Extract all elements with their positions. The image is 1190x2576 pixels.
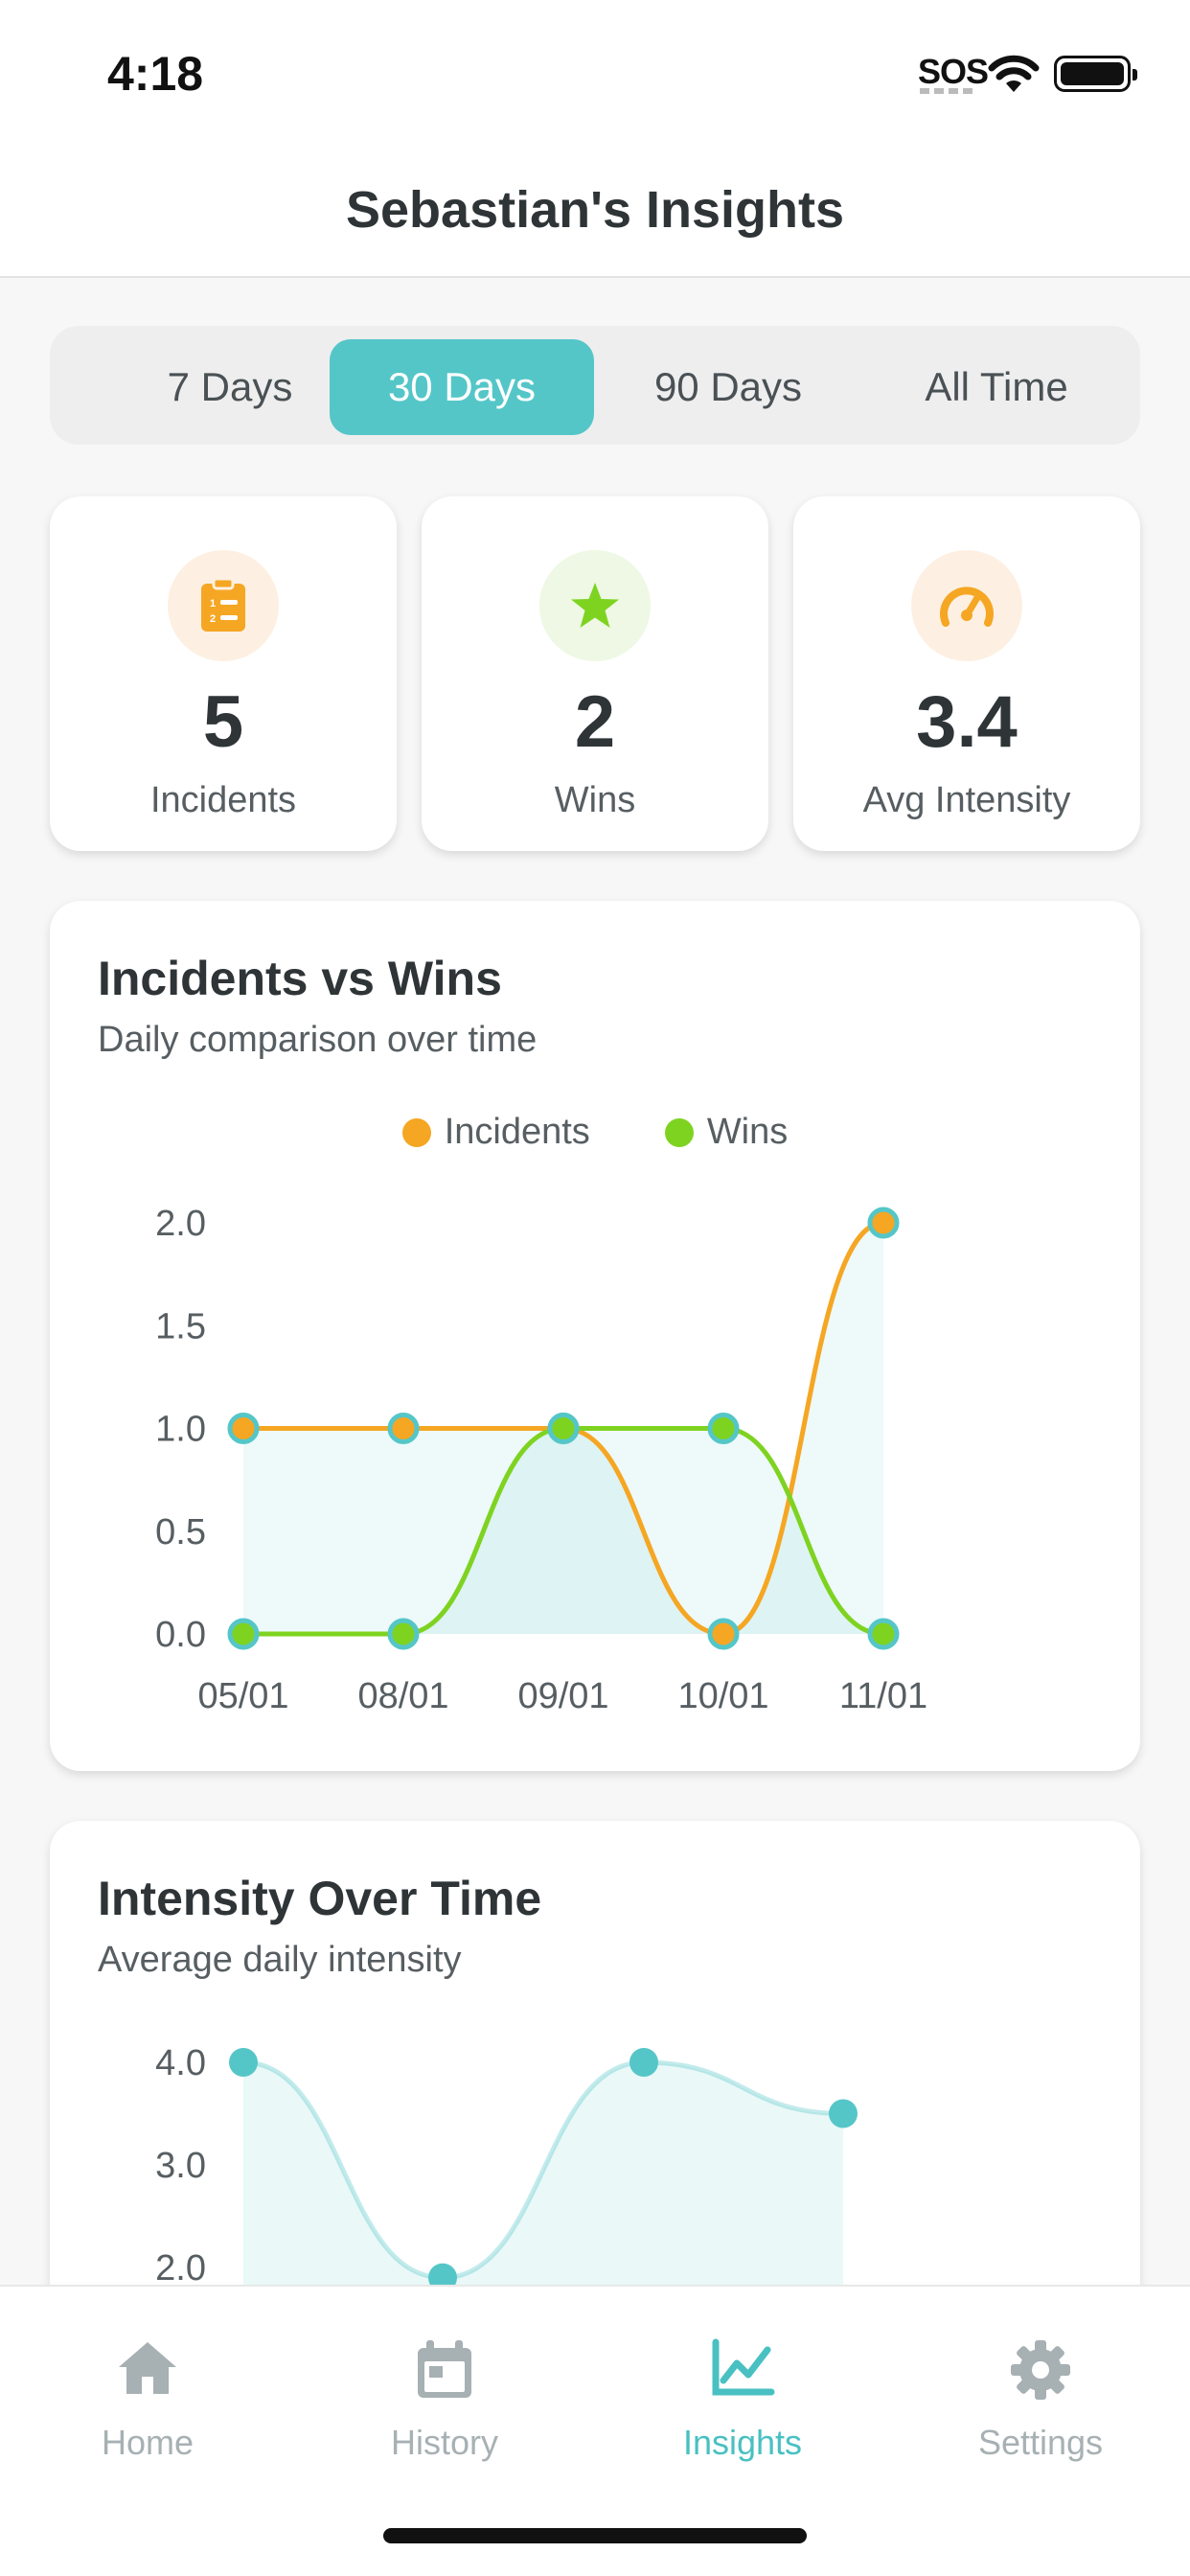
intensity-chart-title: Intensity Over Time — [98, 1872, 542, 1925]
legend-dot-incidents — [401, 1117, 431, 1147]
stat-card-avg-intensity: 3.4 Avg Intensity — [793, 496, 1140, 851]
series-area-wins — [243, 1428, 883, 1634]
home-indicator — [383, 2528, 807, 2543]
range-tab-7-days[interactable]: 7 Days — [167, 364, 293, 409]
wins-label: Wins — [554, 780, 636, 820]
x-tick-label: 05/01 — [197, 1676, 288, 1716]
data-point-wins — [547, 1413, 580, 1444]
range-segmented-control: 7 Days 30 Days 90 Days All Time — [50, 326, 1140, 445]
incidents-count: 5 — [202, 681, 244, 763]
legend-dot-wins — [664, 1117, 694, 1147]
tab-settings-label: Settings — [977, 2423, 1104, 2462]
clipboard-list-icon: 1 2 — [168, 550, 279, 661]
range-tab-90-days[interactable]: 90 Days — [653, 364, 803, 409]
data-point-wins — [707, 1413, 740, 1444]
tab-history-label: History — [390, 2423, 498, 2462]
intensity-data-point — [829, 2099, 858, 2128]
avg-intensity-value: 3.4 — [916, 681, 1018, 763]
tab-home[interactable]: Home — [52, 2338, 243, 2482]
chart-legend: Incidents Wins — [0, 1112, 1190, 1153]
stat-card-incidents: 1 2 5 Incidents — [50, 496, 397, 851]
incidents-chart-subtitle: Daily comparison over time — [98, 1020, 538, 1060]
calendar-icon — [418, 2340, 471, 2398]
signal-dots-icon — [920, 88, 973, 94]
intensity-chart-subtitle: Average daily intensity — [98, 1940, 462, 1980]
status-bar: 4:18 SOS — [0, 0, 1190, 144]
intensity-data-point — [629, 2048, 658, 2077]
incidents-label: Incidents — [149, 780, 297, 820]
legend-label-wins: Wins — [706, 1112, 789, 1152]
data-point-wins — [227, 1618, 260, 1650]
svg-text:2: 2 — [210, 613, 216, 625]
gauge-icon — [911, 550, 1022, 661]
y-tick-label: 4.0 — [155, 2043, 206, 2083]
x-tick-label: 11/01 — [839, 1676, 927, 1716]
gear-icon — [1011, 2340, 1070, 2400]
legend-item-incidents[interactable]: Incidents — [401, 1112, 590, 1153]
legend-item-wins[interactable]: Wins — [664, 1112, 789, 1153]
tab-insights-label: Insights — [682, 2423, 803, 2462]
chart-line-icon — [712, 2338, 775, 2396]
intensity-card: Intensity Over Time Average daily intens… — [50, 1821, 1140, 2358]
tab-settings[interactable]: Settings — [945, 2338, 1136, 2482]
x-tick-label: 10/01 — [677, 1676, 768, 1716]
stat-card-wins: 2 Wins — [422, 496, 768, 851]
y-tick-label: 0.0 — [155, 1615, 206, 1655]
data-point-incidents — [707, 1618, 740, 1650]
data-point-incidents — [867, 1207, 900, 1239]
tab-history[interactable]: History — [349, 2338, 540, 2482]
bottom-tab-bar: Home History Insights S — [0, 2285, 1190, 2576]
y-tick-label: 2.0 — [155, 2248, 206, 2285]
wins-count: 2 — [574, 681, 616, 763]
legend-label-incidents: Incidents — [444, 1112, 590, 1152]
svg-text:1: 1 — [210, 598, 216, 610]
range-tab-30-days[interactable]: 30 Days — [330, 339, 594, 435]
star-icon — [539, 550, 651, 661]
sos-indicator: SOS — [918, 52, 989, 91]
x-tick-label: 08/01 — [357, 1676, 448, 1716]
data-point-incidents — [387, 1413, 420, 1444]
battery-icon — [1054, 56, 1137, 92]
nav-header: Sebastian's Insights — [0, 144, 1190, 278]
data-point-wins — [867, 1618, 900, 1650]
intensity-line — [242, 2059, 844, 2281]
range-tab-all-time[interactable]: All Time — [925, 364, 1068, 409]
incidents-chart-title: Incidents vs Wins — [98, 952, 502, 1005]
y-tick-label: 1.0 — [155, 1410, 206, 1450]
page-title: Sebastian's Insights — [346, 181, 844, 239]
y-tick-label: 2.0 — [155, 1204, 206, 1244]
status-time: 4:18 — [107, 47, 204, 101]
intensity-chart: 2.0 3.0 4.0 — [155, 2043, 858, 2285]
home-icon — [119, 2342, 176, 2394]
data-point-wins — [387, 1618, 420, 1650]
x-tick-label: 09/01 — [517, 1676, 608, 1716]
data-point-incidents — [227, 1413, 260, 1444]
y-tick-label: 1.5 — [155, 1306, 206, 1346]
wifi-icon — [988, 55, 1040, 92]
tab-home-label: Home — [101, 2423, 195, 2462]
intensity-data-point — [229, 2048, 258, 2077]
intensity-area — [243, 2062, 843, 2285]
y-tick-label: 3.0 — [155, 2146, 206, 2186]
intensity-data-point — [428, 2263, 457, 2285]
tab-insights[interactable]: Insights — [647, 2338, 838, 2482]
y-tick-label: 0.5 — [155, 1512, 206, 1552]
avg-intensity-label: Avg Intensity — [862, 780, 1071, 820]
